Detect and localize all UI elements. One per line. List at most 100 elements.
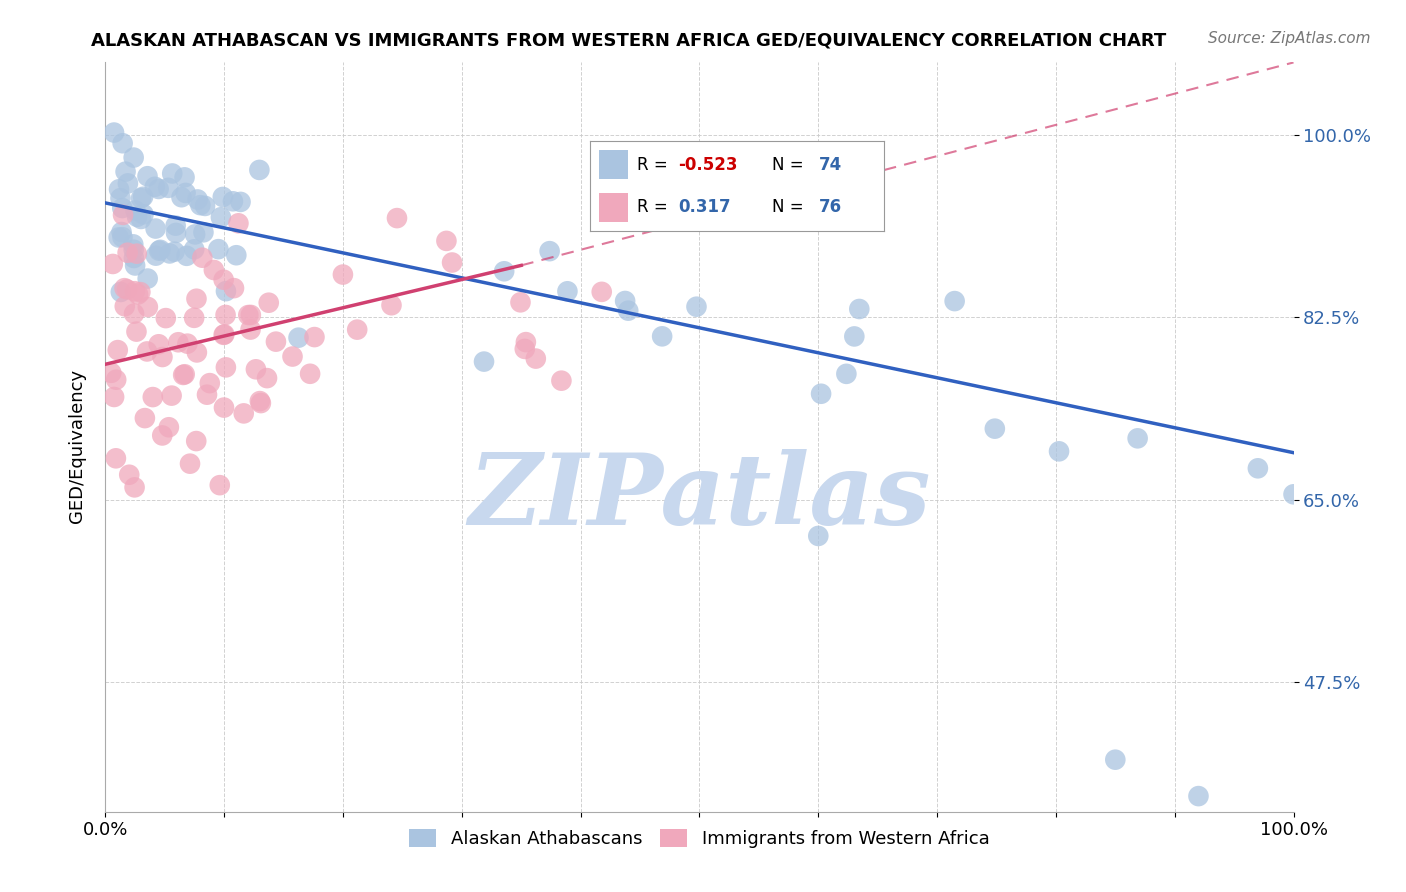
- Point: [148, 182, 170, 196]
- Point: [122, 237, 145, 252]
- Point: [127, 287, 149, 301]
- Point: [807, 529, 830, 543]
- Point: [114, 299, 136, 313]
- Point: [122, 307, 145, 321]
- Text: 0.317: 0.317: [678, 198, 731, 217]
- Point: [304, 330, 326, 344]
- Point: [125, 246, 148, 260]
- Point: [108, 182, 131, 196]
- Point: [110, 225, 132, 239]
- Point: [617, 303, 640, 318]
- Point: [228, 216, 250, 230]
- Point: [207, 242, 229, 256]
- Point: [124, 203, 146, 218]
- Point: [117, 177, 139, 191]
- Point: [193, 225, 215, 239]
- Point: [170, 190, 193, 204]
- Point: [186, 292, 208, 306]
- Text: -0.523: -0.523: [678, 155, 738, 174]
- Point: [148, 244, 170, 258]
- Point: [1047, 444, 1070, 458]
- Point: [281, 350, 304, 364]
- Point: [256, 371, 278, 385]
- Point: [157, 420, 180, 434]
- Text: R =: R =: [637, 198, 678, 217]
- Text: N =: N =: [772, 198, 808, 217]
- Point: [385, 211, 408, 226]
- Point: [149, 243, 172, 257]
- Text: 76: 76: [820, 198, 842, 217]
- Point: [591, 285, 613, 299]
- Point: [148, 337, 170, 351]
- Bar: [599, 151, 628, 179]
- Point: [232, 406, 254, 420]
- Point: [215, 284, 238, 298]
- Point: [136, 344, 159, 359]
- Point: [208, 478, 231, 492]
- Point: [1104, 753, 1126, 767]
- Point: [124, 259, 146, 273]
- Point: [107, 343, 129, 357]
- Point: [105, 373, 128, 387]
- Legend: Alaskan Athabascans, Immigrants from Western Africa: Alaskan Athabascans, Immigrants from Wes…: [402, 822, 997, 855]
- Point: [172, 368, 194, 382]
- Point: [202, 263, 225, 277]
- Point: [441, 255, 464, 269]
- Point: [222, 281, 245, 295]
- Point: [494, 264, 516, 278]
- Point: [110, 285, 132, 299]
- Point: [209, 211, 232, 225]
- Point: [111, 136, 134, 151]
- Point: [112, 208, 135, 222]
- Point: [247, 163, 270, 178]
- Point: [614, 293, 637, 308]
- Point: [159, 246, 181, 260]
- Point: [557, 285, 579, 299]
- Point: [257, 295, 280, 310]
- Point: [1247, 461, 1270, 475]
- Point: [299, 367, 322, 381]
- Point: [136, 300, 159, 314]
- Point: [214, 308, 236, 322]
- Point: [515, 335, 537, 350]
- Point: [165, 219, 187, 233]
- Text: N =: N =: [772, 155, 808, 174]
- Point: [117, 245, 139, 260]
- Text: Source: ZipAtlas.com: Source: ZipAtlas.com: [1208, 31, 1371, 46]
- Point: [174, 186, 197, 200]
- Point: [239, 322, 262, 336]
- Point: [160, 389, 183, 403]
- Point: [155, 311, 177, 326]
- Point: [125, 325, 148, 339]
- Point: [250, 396, 273, 410]
- Point: [111, 230, 134, 244]
- Point: [157, 181, 180, 195]
- Point: [124, 284, 146, 298]
- Point: [145, 221, 167, 235]
- Point: [198, 376, 221, 391]
- Point: [332, 268, 354, 282]
- Point: [114, 164, 136, 178]
- Point: [1187, 789, 1209, 804]
- Point: [100, 366, 122, 380]
- Point: [651, 329, 673, 343]
- Point: [110, 191, 132, 205]
- Point: [118, 467, 141, 482]
- Point: [472, 354, 495, 368]
- Point: [107, 230, 129, 244]
- Point: [103, 126, 125, 140]
- Text: ALASKAN ATHABASCAN VS IMMIGRANTS FROM WESTERN AFRICA GED/EQUIVALENCY CORRELATION: ALASKAN ATHABASCAN VS IMMIGRANTS FROM WE…: [91, 31, 1167, 49]
- Text: ZIPatlas: ZIPatlas: [468, 449, 931, 545]
- Point: [104, 451, 127, 466]
- Point: [190, 198, 212, 212]
- Point: [844, 329, 866, 343]
- Point: [122, 151, 145, 165]
- Point: [145, 249, 167, 263]
- Point: [835, 367, 858, 381]
- Text: GED/Equivalency: GED/Equivalency: [69, 369, 86, 523]
- Point: [943, 294, 966, 309]
- Point: [509, 295, 531, 310]
- Point: [685, 300, 707, 314]
- Point: [132, 207, 155, 221]
- Point: [124, 480, 146, 494]
